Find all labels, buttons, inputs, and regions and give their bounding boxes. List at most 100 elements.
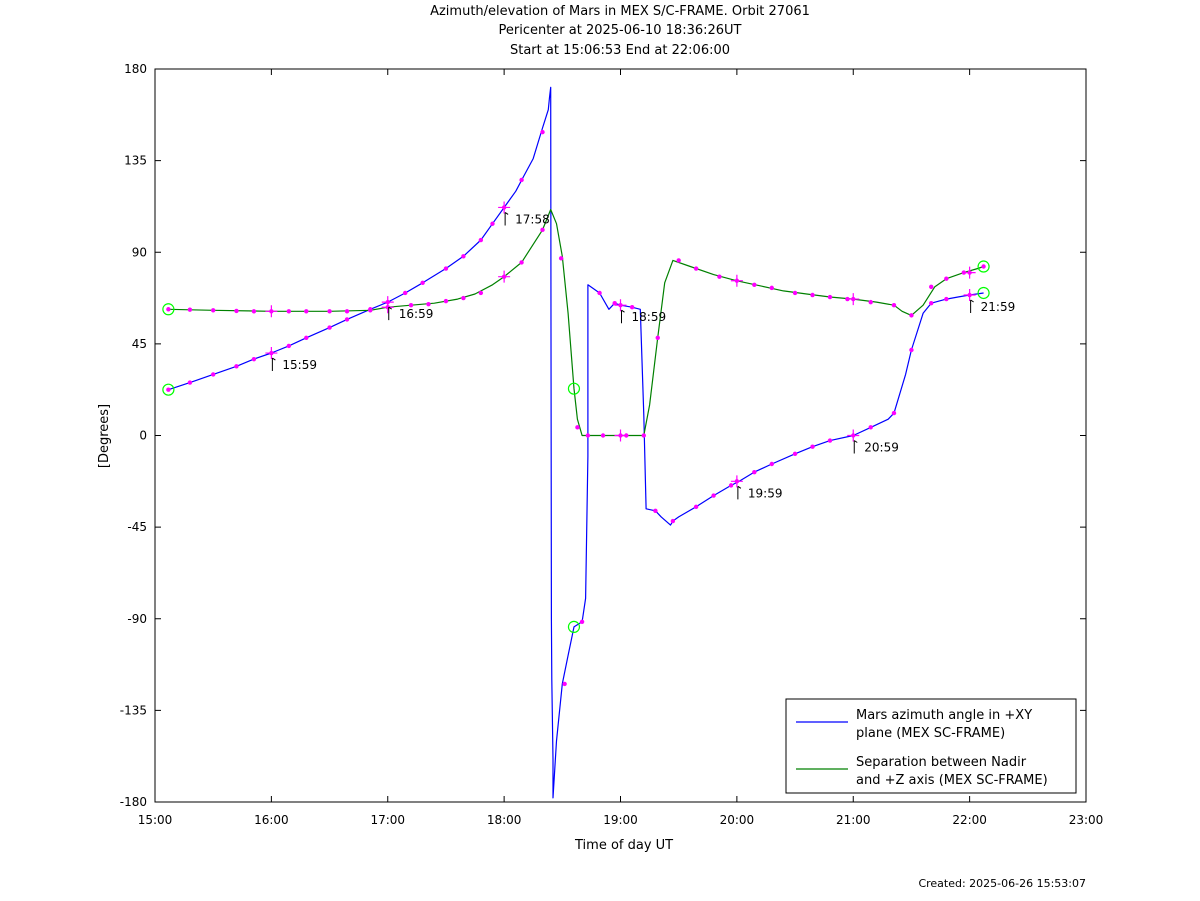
- hour-marker-dot: [851, 296, 856, 302]
- event-circle-marker: [567, 382, 581, 395]
- annotation-label: 20:59: [864, 441, 899, 455]
- series-line-2: [168, 208, 984, 437]
- annotation-label: 21:59: [981, 300, 1016, 314]
- data-point-marker: [558, 256, 564, 261]
- data-point-marker: [304, 309, 309, 314]
- data-point-marker: [891, 410, 897, 416]
- data-point-marker: [327, 325, 332, 330]
- series-lines-layer: [168, 86, 984, 799]
- hour-marker-dot: [734, 278, 740, 283]
- x-tick-label: 21:00: [836, 813, 871, 827]
- data-point-marker: [641, 433, 646, 438]
- data-point-marker: [929, 300, 934, 306]
- data-point-marker: [909, 313, 914, 318]
- data-point-marker: [693, 504, 699, 509]
- data-point-marker: [344, 309, 350, 314]
- data-point-marker: [540, 227, 545, 233]
- legend-layer: Mars azimuth angle in +XY plane (MEX SC-F…: [785, 698, 1077, 794]
- created-timestamp: Created: 2025-06-26 15:53:07: [918, 877, 1086, 890]
- y-tick-label: 90: [132, 245, 147, 259]
- data-point-marker: [653, 508, 658, 514]
- y-axis-label: [Degrees]: [97, 404, 112, 468]
- y-tick-label: 45: [132, 337, 147, 351]
- axes-layer: 15:00 16:00 17:00 18:00 19:00 20:00 21:00 22:00…: [120, 62, 1104, 827]
- data-point-marker: [612, 300, 617, 306]
- data-point-marker: [944, 296, 949, 302]
- data-point-marker: [408, 302, 414, 308]
- chart-title-line-3: Start at 15:06:53 End at 22:06:00: [509, 43, 731, 58]
- annotation-pointer: [621, 309, 625, 324]
- data-point-marker: [728, 483, 734, 488]
- data-point-marker: [478, 290, 484, 296]
- data-point-marker: [286, 343, 292, 349]
- event-circle-marker: [567, 620, 581, 633]
- data-point-marker: [792, 290, 798, 296]
- annotation-pointer: [970, 299, 974, 314]
- hour-marker-dot: [734, 479, 740, 484]
- data-point-marker: [579, 619, 585, 625]
- legend-label-1: plane (MEX SC-FRAME): [856, 726, 1005, 741]
- data-point-marker: [519, 177, 524, 183]
- data-point-marker: [891, 302, 897, 308]
- legend-label-2: Separation between Nadir: [856, 755, 1027, 770]
- data-point-marker: [575, 425, 580, 430]
- data-point-marker: [769, 461, 774, 467]
- data-point-marker: [810, 292, 815, 298]
- data-point-marker: [810, 444, 815, 449]
- data-point-marker: [187, 380, 193, 385]
- annotation-pointer: [504, 212, 509, 226]
- data-point-marker: [868, 425, 873, 430]
- data-point-marker: [711, 493, 716, 498]
- event-circle-marker: [977, 286, 990, 300]
- hour-marker-dot: [269, 350, 274, 356]
- y-tick-label: 180: [124, 62, 147, 76]
- data-point-marker: [327, 309, 332, 314]
- data-point-marker: [600, 433, 606, 438]
- annotation-label: 19:59: [748, 486, 783, 500]
- annotation-pointer: [737, 485, 742, 500]
- data-point-marker: [909, 347, 914, 353]
- data-point-marker: [629, 305, 635, 310]
- data-point-marker: [251, 309, 257, 314]
- annotation-pointer: [271, 357, 276, 372]
- data-point-marker: [752, 469, 757, 475]
- x-tick-label: 22:00: [952, 813, 987, 827]
- data-point-marker: [676, 258, 681, 263]
- x-tick-label: 20:00: [720, 813, 755, 827]
- data-point-marker: [827, 294, 833, 300]
- event-circle-marker: [162, 383, 175, 396]
- data-point-marker: [368, 308, 373, 313]
- data-point-marker: [693, 266, 699, 271]
- chart-title-line-2: Pericenter at 2025-06-10 18:36:26UT: [498, 23, 742, 38]
- annotation-label: 16:59: [399, 307, 434, 321]
- data-point-marker: [478, 237, 484, 243]
- annotation-pointer: [388, 306, 393, 321]
- event-circle-marker: [162, 303, 175, 316]
- hour-marker-dot: [967, 292, 972, 298]
- data-point-marker: [304, 335, 309, 340]
- data-point-marker: [461, 295, 466, 301]
- x-tick-label: 15:00: [138, 813, 173, 827]
- y-tick-label: -180: [120, 795, 147, 809]
- data-point-marker: [981, 264, 986, 269]
- data-point-marker: [426, 301, 431, 307]
- annotation-label: 15:59: [282, 358, 317, 372]
- data-point-marker: [519, 260, 524, 265]
- hour-marker-dot: [501, 205, 507, 210]
- data-point-marker: [827, 438, 833, 443]
- hour-marker-dot: [851, 433, 856, 438]
- data-point-marker: [403, 290, 408, 296]
- data-point-marker: [655, 335, 660, 340]
- x-tick-label: 17:00: [370, 813, 405, 827]
- data-point-marker: [752, 282, 757, 288]
- annotations-layer: 15:59 16:59 17:58 18:59 19:59 20:59 21:59: [271, 212, 1016, 500]
- chart-title-line-1: Azimuth/elevation of Mars in MEX S/C-FRA…: [430, 4, 810, 19]
- y-tick-label: 135: [124, 154, 147, 168]
- series-line-1: [168, 86, 984, 799]
- x-tick-label: 16:00: [254, 813, 289, 827]
- annotation-label: 17:58: [515, 212, 550, 226]
- data-point-marker: [443, 266, 449, 271]
- legend-label-1: Mars azimuth angle in +XY: [856, 708, 1032, 723]
- data-point-marker: [868, 299, 873, 305]
- data-point-marker: [234, 308, 239, 314]
